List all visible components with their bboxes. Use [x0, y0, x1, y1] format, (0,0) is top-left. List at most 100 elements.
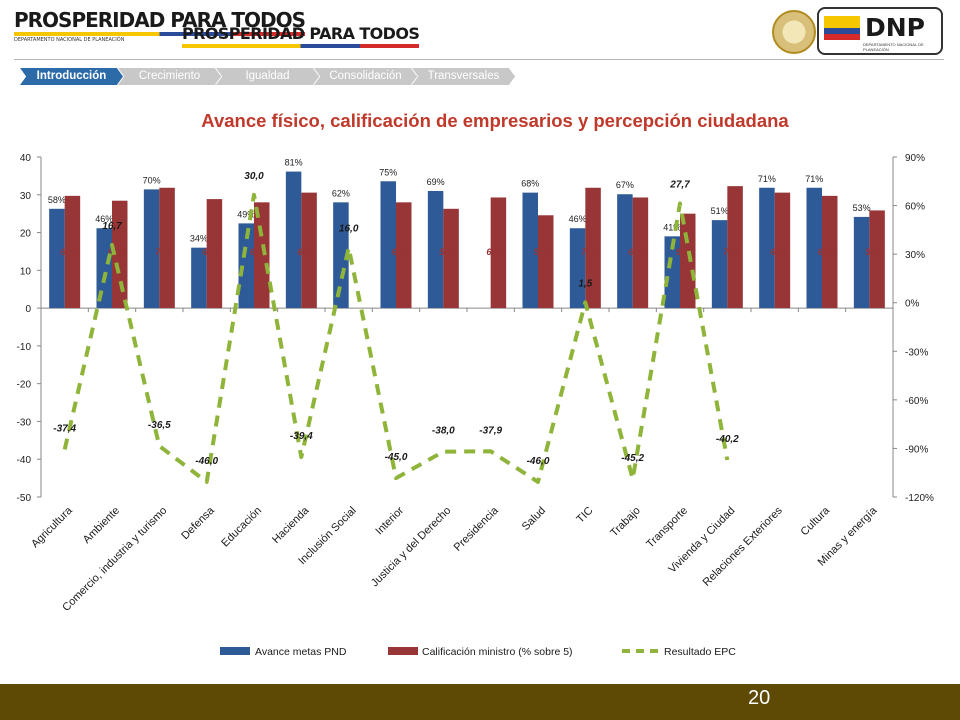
tab-transversales[interactable]: Transversales	[412, 68, 515, 85]
bar-avance	[427, 191, 444, 309]
bar-avance-label: 41%	[663, 222, 681, 232]
bar-calificacion	[538, 215, 554, 309]
bar-avance-label: 69%	[427, 177, 445, 187]
bar-avance-label: 62%	[332, 188, 350, 198]
left-axis-tick-label: 40	[20, 153, 32, 164]
bar-avance	[806, 187, 822, 309]
header: PROSPERIDAD PARA TODOS DEPARTAMENTO NACI…	[0, 0, 960, 62]
bar-calificacion-label: 68%	[770, 247, 788, 257]
bar-avance-label: 49%	[237, 209, 255, 219]
bar-avance	[853, 216, 870, 309]
legend-swatch-avance	[220, 647, 250, 655]
colombia-flag-icon	[824, 16, 860, 40]
bar-avance-label: 58%	[48, 195, 66, 205]
epc-point-label: -37,4	[53, 423, 76, 434]
epc-point-label: -45,0	[385, 452, 408, 463]
category-label: Justicia y del Derecho	[369, 505, 454, 590]
category-label: Cultura	[799, 504, 833, 538]
right-axis-tick-label: -90%	[905, 444, 928, 455]
tab-crecimiento[interactable]: Crecimiento	[118, 68, 221, 85]
bar-avance	[617, 194, 633, 309]
bar-calificacion-label: 58%	[439, 247, 457, 257]
bar-calificacion-label: 71%	[155, 247, 173, 257]
tab-consolidacion[interactable]: Consolidación	[314, 68, 417, 85]
bar-calificacion-label: 66%	[818, 247, 836, 257]
tab-igualdad[interactable]: Igualdad	[216, 68, 319, 85]
bar-avance-label: 67%	[616, 180, 634, 190]
bar-calificacion	[585, 187, 601, 309]
bar-avance	[333, 202, 349, 309]
bar-calificacion	[64, 195, 81, 309]
tab-introduccion[interactable]: Introducción	[20, 68, 123, 85]
bar-calificacion-label: 62%	[392, 247, 410, 257]
right-axis-tick-label: 30%	[905, 250, 925, 261]
bar-avance	[522, 192, 538, 309]
right-axis-tick-label: -60%	[905, 396, 928, 407]
bar-avance	[49, 208, 65, 309]
epc-point-label: 16,0	[339, 224, 359, 235]
left-axis-tick-label: -20	[17, 380, 32, 391]
footer-bar	[0, 684, 960, 720]
legend-label-epc: Resultado EPC	[664, 646, 736, 658]
bar-avance	[285, 171, 302, 309]
category-label: Relaciones Exteriores	[701, 504, 785, 588]
logo-left-text: PROSPERIDAD PARA TODOS	[14, 8, 306, 32]
category-label: Agricultura	[29, 504, 75, 550]
bar-avance-label: 46%	[569, 214, 587, 224]
epc-point-label: -46,0	[527, 456, 550, 467]
epc-point-label: -40,2	[716, 434, 739, 445]
right-axis-tick-label: 60%	[905, 202, 925, 213]
epc-point-label: 27,7	[669, 179, 690, 190]
colombia-seal-icon	[772, 10, 816, 54]
bar-calificacion-label: 65%	[486, 247, 504, 257]
bar-avance-label: 53%	[853, 203, 871, 213]
prosperidad-logo-left: PROSPERIDAD PARA TODOS DEPARTAMENTO NACI…	[14, 8, 306, 43]
bar-avance	[711, 220, 728, 309]
bar-calificacion	[206, 199, 223, 309]
category-label: Trabajo	[608, 505, 643, 540]
legend-swatch-calificacion	[388, 647, 418, 655]
logo-left-subtitle: DEPARTAMENTO NACIONAL DE PLANEACIÓN	[14, 37, 125, 43]
bar-avance	[191, 247, 207, 309]
bar-calificacion-label: 64%	[202, 247, 220, 257]
category-label: Educación	[219, 505, 264, 550]
right-axis-tick-label: -120%	[905, 493, 934, 504]
bar-calificacion	[774, 192, 791, 309]
bar-avance-label: 46%	[95, 214, 113, 224]
left-axis-tick-label: -40	[17, 455, 32, 466]
bar-avance-label: 51%	[711, 206, 729, 216]
epc-point-label: 1,5	[578, 278, 592, 289]
dnp-logo-subtitle: DEPARTAMENTO NACIONAL DE PLANEACIÓN	[863, 42, 924, 52]
bar-calificacion-label: 68%	[297, 247, 315, 257]
bar-avance-label: 34%	[190, 234, 208, 244]
category-label: Hacienda	[270, 504, 312, 546]
chart-title: Avance físico, calificación de empresari…	[201, 110, 789, 131]
bar-calificacion-label: 55%	[676, 247, 694, 257]
bar-calificacion-label: 63%	[108, 247, 126, 257]
epc-point-label: -46,0	[195, 456, 218, 467]
left-axis-tick-label: 30	[20, 191, 32, 202]
category-label: Interior	[373, 504, 406, 537]
epc-point-label: -36,5	[148, 420, 171, 431]
bar-avance	[664, 236, 680, 309]
legend-label-calificacion: Calificación ministro (% sobre 5)	[422, 646, 573, 658]
bar-calificacion	[301, 192, 317, 309]
epc-point-label: 30,0	[244, 171, 264, 182]
bar-calificacion	[112, 200, 128, 309]
category-label: TIC	[574, 505, 595, 526]
bar-calificacion-label: 71%	[581, 247, 599, 257]
bar-calificacion-label: 57%	[865, 247, 883, 257]
category-label: Ambiente	[81, 505, 122, 546]
bar-calificacion	[822, 195, 838, 309]
right-axis-tick-label: 0%	[905, 299, 920, 310]
bar-avance-label: 70%	[143, 175, 161, 185]
category-label: Transporte	[644, 505, 690, 551]
bar-avance	[759, 187, 775, 309]
header-divider	[14, 59, 944, 60]
bar-avance-label: 71%	[805, 174, 823, 184]
logo-flag-stripe	[14, 32, 306, 36]
epc-line	[62, 192, 730, 484]
bar-avance	[238, 223, 254, 309]
left-axis-tick-label: -10	[17, 342, 32, 353]
bar-avance	[143, 189, 160, 309]
